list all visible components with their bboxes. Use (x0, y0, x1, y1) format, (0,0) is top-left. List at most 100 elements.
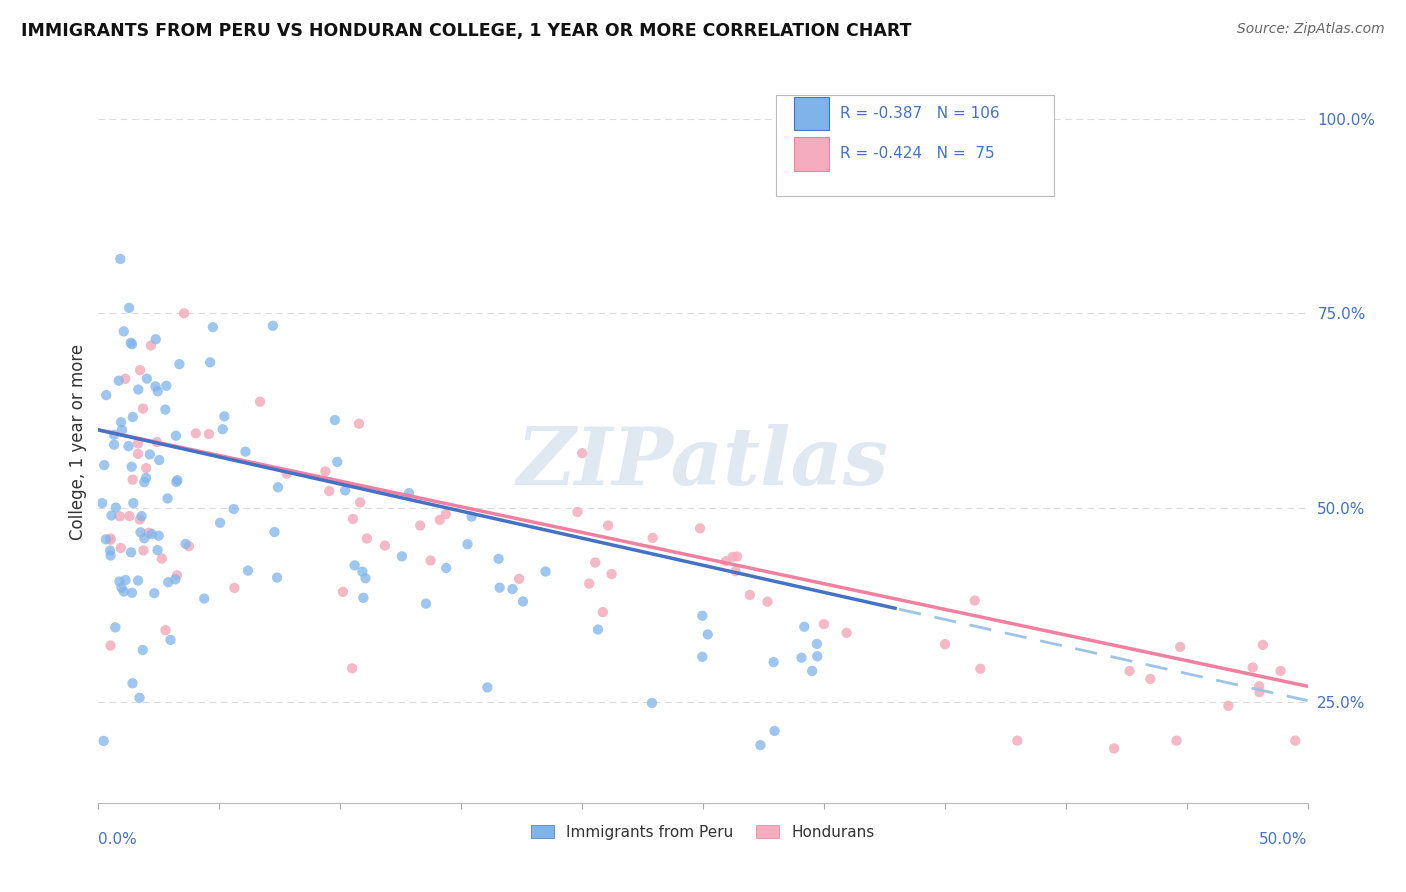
Point (131, 509, 153, 524)
Point (143, 586, 166, 600)
Point (801, 664, 824, 678)
Point (1249, 685, 1271, 699)
Point (1118, 664, 1140, 678)
Point (725, 549, 748, 564)
Point (209, 516, 232, 530)
Point (571, 446, 593, 460)
Point (155, 402, 177, 417)
Point (150, 551, 173, 566)
Point (762, 655, 785, 669)
Point (343, 558, 366, 573)
Point (148, 453, 170, 467)
Point (211, 422, 233, 436)
Point (110, 415, 132, 429)
Point (114, 372, 136, 386)
Point (749, 738, 772, 752)
Point (156, 491, 179, 506)
Point (198, 355, 221, 369)
Point (214, 409, 236, 424)
Point (326, 455, 349, 469)
Point (1168, 640, 1191, 654)
Point (963, 593, 986, 607)
Point (145, 332, 167, 346)
Legend: Immigrants from Peru, Hondurans: Immigrants from Peru, Hondurans (524, 819, 882, 846)
Point (117, 439, 139, 453)
Point (398, 486, 420, 500)
Point (434, 507, 457, 521)
Point (134, 531, 156, 545)
Point (415, 597, 437, 611)
Point (98, 543, 121, 558)
Point (93, 734, 115, 748)
Point (145, 379, 167, 393)
Point (835, 625, 858, 640)
Point (714, 554, 737, 568)
Point (135, 461, 157, 475)
Point (352, 591, 374, 605)
Point (100, 533, 122, 547)
Point (567, 505, 589, 519)
Point (173, 306, 195, 320)
Point (600, 567, 623, 582)
Point (793, 620, 815, 634)
Text: Source: ZipAtlas.com: Source: ZipAtlas.com (1237, 22, 1385, 37)
Point (354, 571, 377, 585)
Point (201, 320, 224, 334)
Point (586, 623, 609, 637)
Point (1284, 733, 1306, 747)
Point (134, 475, 156, 490)
Point (419, 553, 441, 567)
Y-axis label: College, 1 year or more: College, 1 year or more (69, 343, 87, 540)
Point (110, 581, 132, 595)
Point (488, 551, 510, 566)
Point (138, 525, 160, 540)
Point (93, 458, 115, 472)
Point (100, 508, 122, 523)
Point (1007, 733, 1029, 747)
Point (249, 394, 271, 409)
Point (356, 532, 378, 546)
Point (166, 473, 188, 487)
Point (165, 573, 187, 587)
Point (502, 582, 524, 596)
Point (806, 649, 828, 664)
Point (111, 423, 134, 437)
Point (806, 637, 828, 651)
Point (692, 649, 714, 664)
Point (122, 496, 145, 510)
Point (165, 429, 187, 443)
Point (349, 495, 371, 509)
Point (104, 500, 127, 515)
Point (184, 426, 207, 441)
Point (267, 480, 290, 494)
Point (127, 447, 149, 461)
Point (177, 539, 200, 553)
Point (813, 617, 835, 632)
Point (129, 512, 152, 526)
Point (342, 512, 364, 526)
Point (263, 524, 285, 539)
Point (146, 435, 169, 450)
Point (132, 643, 155, 657)
Point (641, 531, 664, 545)
Point (323, 413, 346, 427)
Point (738, 588, 761, 602)
Point (756, 595, 779, 609)
Point (132, 543, 155, 558)
Point (512, 594, 534, 608)
Point (155, 379, 177, 393)
Point (508, 572, 530, 586)
Point (534, 565, 557, 579)
Point (110, 252, 132, 266)
Point (224, 581, 246, 595)
Text: 50.0%: 50.0% (1260, 831, 1308, 847)
Point (103, 438, 125, 452)
Text: ZIPatlas: ZIPatlas (517, 425, 889, 502)
Point (165, 475, 187, 489)
Point (1166, 733, 1188, 747)
Point (107, 374, 129, 388)
Point (148, 529, 170, 543)
Point (193, 591, 215, 606)
Point (1241, 660, 1264, 674)
Point (100, 639, 122, 653)
